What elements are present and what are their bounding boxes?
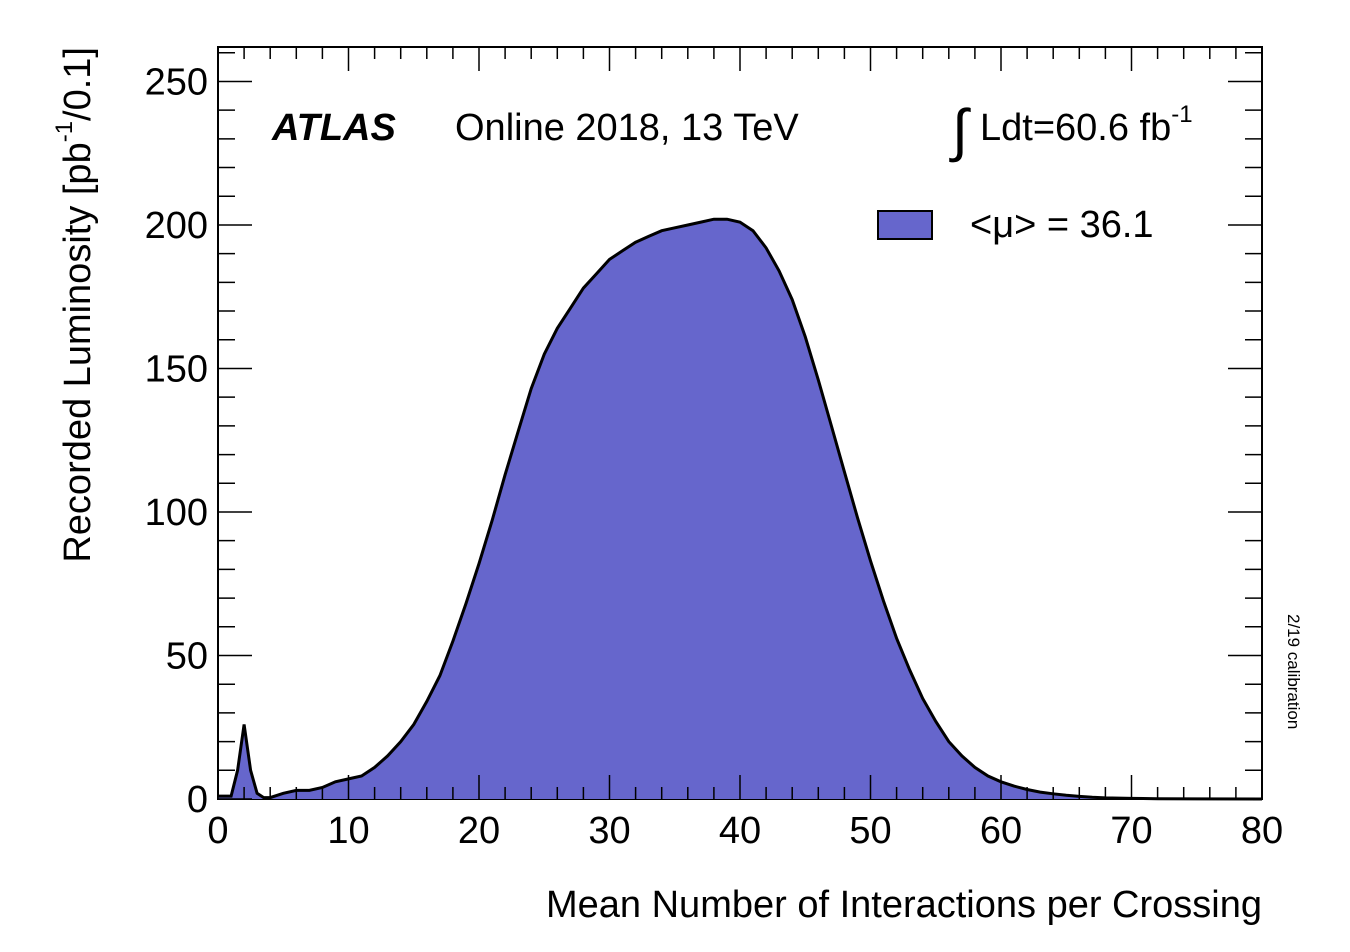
- luminosity-exponent: -1: [1171, 101, 1192, 128]
- luminosity-label: Ldt=60.6 fb-1: [980, 101, 1193, 149]
- axis-ticks: [217, 47, 1263, 800]
- x-tick-label: 70: [1110, 810, 1152, 852]
- x-tick-label: 30: [588, 810, 630, 852]
- x-tick-label: 50: [849, 810, 891, 852]
- y-tick-label: 150: [145, 348, 208, 390]
- y-tick-label: 50: [166, 635, 208, 677]
- y-tick-label: 100: [145, 492, 208, 534]
- x-tick-label: 40: [719, 810, 761, 852]
- luminosity-distribution-fill: [218, 219, 1262, 799]
- x-tick-label: 60: [980, 810, 1022, 852]
- y-axis-title-exponent: -1: [51, 121, 78, 142]
- y-tick-labels: 0 50 100 150 200 250: [145, 61, 208, 821]
- x-tick-label: 20: [458, 810, 500, 852]
- luminosity-distribution-outline: [218, 217, 1263, 801]
- y-tick-label: 250: [145, 61, 208, 103]
- x-tick-label: 10: [327, 810, 369, 852]
- luminosity-value: Ldt=60.6 fb: [980, 107, 1171, 149]
- x-axis-title: Mean Number of Interactions per Crossing: [546, 884, 1262, 926]
- y-axis-title: Recorded Luminosity [pb-1/0.1]: [51, 47, 99, 563]
- y-tick-label: 0: [187, 779, 208, 821]
- legend-swatch: [877, 210, 933, 240]
- calibration-note: 2/19 calibration: [1284, 614, 1303, 729]
- x-tick-label: 80: [1241, 810, 1283, 852]
- x-tick-labels: 0 10 20 30 40 50 60 70 80: [207, 810, 1283, 852]
- integral-symbol: ∫: [949, 98, 971, 163]
- y-axis-title-main: Recorded Luminosity [pb: [57, 142, 99, 562]
- y-axis-title-suffix: /0.1]: [57, 47, 99, 121]
- run-label: Online 2018, 13 TeV: [455, 107, 799, 149]
- atlas-label: ATLAS: [271, 107, 396, 149]
- x-tick-label: 0: [207, 810, 228, 852]
- legend-label: <μ> = 36.1: [970, 204, 1154, 246]
- y-tick-label: 200: [145, 205, 208, 247]
